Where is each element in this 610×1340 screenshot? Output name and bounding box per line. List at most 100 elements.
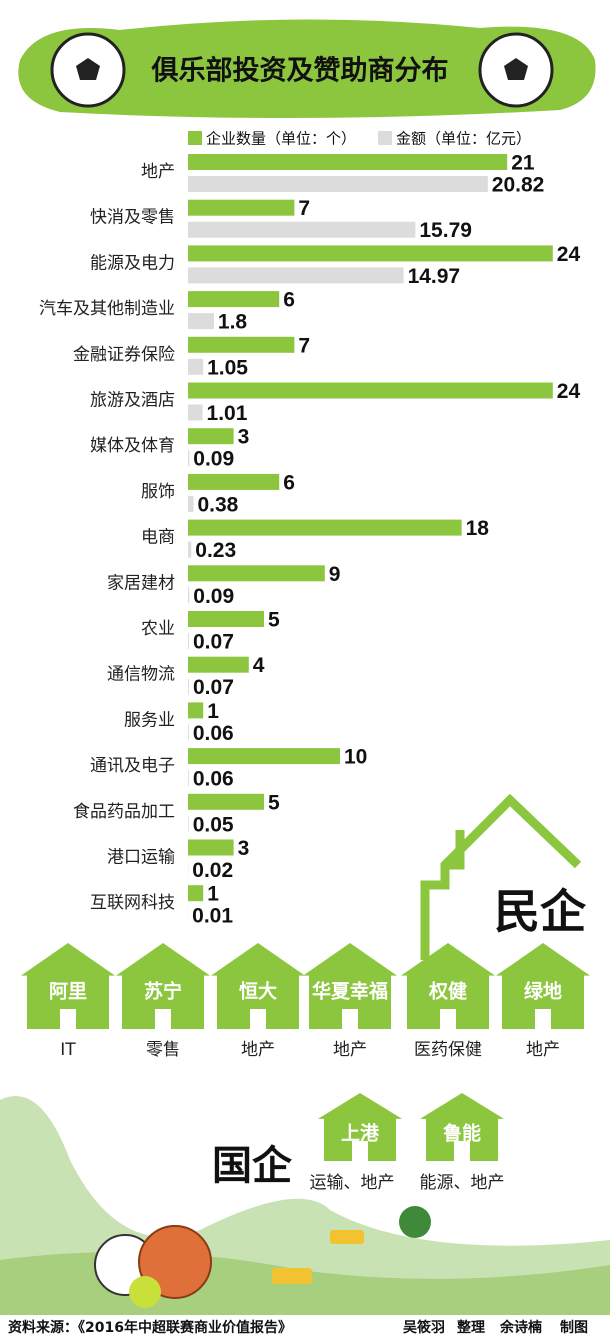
category-label: 旅游及酒店 — [90, 391, 175, 411]
value-label: 7 — [298, 334, 310, 357]
bar — [188, 428, 234, 445]
value-label: 0.09 — [193, 448, 234, 471]
bus — [330, 1230, 364, 1244]
value-label: 3 — [238, 426, 250, 449]
chart-title: 俱乐部投资及赞助商分布 — [151, 55, 449, 87]
bar — [188, 336, 295, 353]
industry: 地产 — [333, 1040, 367, 1060]
bar — [188, 678, 190, 695]
bar — [188, 519, 462, 536]
house — [496, 943, 590, 1029]
value-label: 0.23 — [195, 539, 236, 562]
value-label: 14.97 — [408, 265, 461, 288]
author: 吴筱羽 — [403, 1319, 445, 1336]
value-label: 0.38 — [197, 493, 238, 516]
value-label: 0.02 — [192, 859, 233, 882]
bar — [188, 793, 264, 810]
bar — [188, 702, 204, 719]
category-label: 港口运输 — [107, 848, 175, 868]
outline-house — [420, 793, 582, 960]
category-label: 农业 — [141, 619, 175, 639]
value-label: 1.8 — [218, 311, 248, 334]
company-name: 鲁能 — [442, 1122, 481, 1145]
bar — [188, 245, 553, 262]
house — [21, 943, 115, 1029]
value-label: 0.07 — [193, 676, 234, 699]
bar — [188, 404, 203, 421]
company-name: 权健 — [428, 980, 467, 1003]
bar — [188, 176, 488, 192]
value-label: 6 — [283, 471, 295, 494]
bar — [188, 748, 340, 765]
category-label: 汽车及其他制造业 — [39, 299, 175, 319]
category-label: 媒体及体育 — [90, 436, 175, 456]
industry: IT — [60, 1040, 76, 1060]
category-label: 服务业 — [124, 710, 175, 730]
bar — [188, 565, 325, 582]
company-name: 恒大 — [239, 980, 277, 1003]
tennis-ball — [129, 1276, 161, 1308]
category-label: 互联网科技 — [90, 893, 175, 913]
category-label: 通讯及电子 — [90, 756, 175, 776]
bar — [188, 839, 234, 856]
category-label: 食品药品加工 — [73, 802, 175, 822]
value-label: 4 — [253, 654, 265, 677]
value-label: 10 — [344, 746, 367, 769]
category-label: 快消及零售 — [90, 208, 175, 228]
value-label: 20.82 — [492, 174, 545, 197]
bar — [188, 815, 189, 832]
company-name: 华夏幸福 — [312, 980, 388, 1003]
bar — [188, 724, 189, 741]
bar — [188, 154, 508, 170]
bar — [188, 587, 190, 604]
value-label: 24 — [557, 243, 581, 266]
company-name: 苏宁 — [144, 980, 182, 1003]
bar — [188, 495, 194, 512]
bar — [188, 611, 264, 627]
value-label: 0.06 — [193, 768, 234, 791]
source: 资料来源：《2016年中超联赛商业价值报告》 — [8, 1319, 292, 1336]
bar — [188, 633, 190, 649]
house — [303, 943, 397, 1029]
legend-swatch — [188, 131, 202, 145]
house — [420, 1093, 504, 1161]
category-label: 能源及电力 — [90, 253, 175, 273]
value-label: 6 — [283, 289, 295, 312]
industry: 地产 — [526, 1040, 560, 1060]
bar — [188, 541, 192, 558]
industry: 医药保健 — [414, 1040, 482, 1060]
value-label: 24 — [557, 380, 581, 403]
value-label: 0.05 — [193, 813, 234, 836]
value-label: 0.06 — [193, 722, 234, 745]
category-label: 电商 — [141, 528, 175, 548]
bar — [188, 473, 280, 490]
bar — [188, 291, 280, 308]
company-name: 绿地 — [524, 980, 562, 1003]
bar — [188, 199, 295, 216]
value-label: 1.05 — [207, 356, 248, 379]
ball-patch — [76, 58, 100, 80]
value-label: 5 — [268, 609, 280, 632]
outline-house — [161, 1060, 303, 1180]
company-name: 阿里 — [49, 981, 87, 1003]
bar — [188, 770, 189, 787]
category-label: 家居建材 — [107, 573, 175, 593]
bar — [188, 313, 214, 330]
category-label: 金融证券保险 — [73, 345, 175, 365]
category-label: 地产 — [141, 162, 175, 182]
industry: 能源、地产 — [420, 1173, 505, 1193]
bar — [188, 221, 416, 238]
value-label: 1.01 — [207, 402, 248, 425]
role: 制图 — [560, 1319, 588, 1336]
value-label: 9 — [329, 563, 341, 586]
legend-label: 企业数量（单位：个） — [206, 130, 356, 148]
company-name: 上港 — [341, 1123, 380, 1145]
value-label: 0.01 — [192, 905, 233, 928]
bar — [188, 885, 204, 902]
value-label: 5 — [268, 791, 280, 814]
private-label: 民企 — [494, 885, 587, 939]
bar — [188, 267, 404, 284]
